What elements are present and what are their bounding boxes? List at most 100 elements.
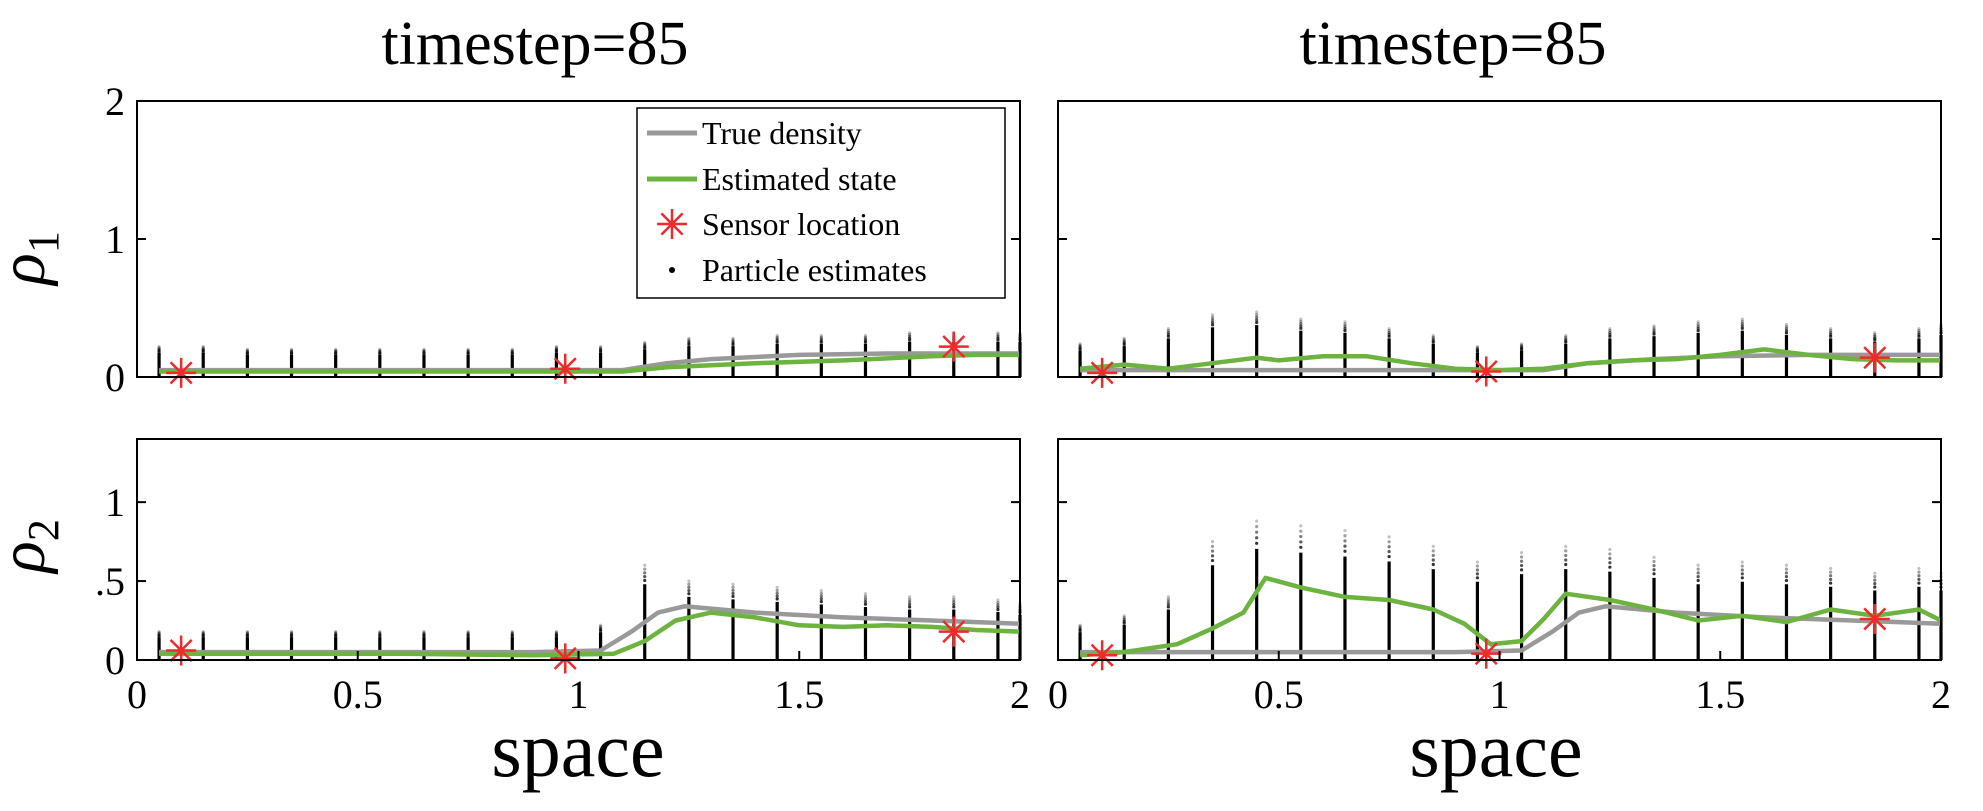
panel-bottom-right: 0 0.5 1 1.5 2 [1048,438,1951,717]
particle-column [1519,551,1524,660]
particle-column [1652,324,1656,377]
particle-column [1917,566,1921,660]
particle-column [996,331,1000,377]
sensor-location-star-icon [938,331,969,362]
legend-entry-true-density: True density [647,115,862,151]
x-tick-label: 1 [569,672,589,717]
particle-column [1210,313,1215,377]
particle-column [1210,540,1215,660]
x-tick: 1 [569,651,589,717]
particle-column [996,598,1000,660]
particle-column [1475,560,1480,660]
legend-star-glyph [657,209,687,239]
xlabel-left: space [491,706,664,793]
row-label-rho2-sub: 2 [19,519,68,541]
y-tick: 1 [105,217,1020,262]
xlabel-right: space [1409,706,1582,793]
col-title-left: timestep=85 [381,10,688,78]
particle-column [245,629,249,660]
sensor-location-star-icon [938,616,969,647]
x-tick: 2 [1931,651,1951,717]
series-estimated-state [159,352,1020,374]
particle-column [1078,623,1082,660]
x-tick-label: 0.5 [333,672,383,717]
particle-column [1608,547,1612,660]
particle-column [1078,342,1082,377]
y-tick: 0 [105,638,1020,683]
particle-column [1917,327,1921,377]
sensor-location-star-icon [1087,357,1118,388]
series-estimated-state [159,610,1021,658]
series-estimated-state [1079,347,1941,373]
x-tick: 1.5 [1695,651,1745,717]
particle-column [1784,563,1789,660]
legend-box [636,107,1006,299]
row-label-rho2: ρ2 [0,519,68,575]
x-tick: 0 [1048,651,1068,717]
x-tick-label: 1.5 [774,672,824,717]
particle-column [1652,555,1656,660]
particle-column [1564,334,1568,377]
x-tick-label: 2 [1931,672,1951,717]
y-tick-label: 2 [105,79,125,124]
panel-bottom-left: 0.510 0.5 1 1.5 2 [95,438,1030,717]
particle-column [1255,310,1259,377]
legend: True density Estimated state Sensor loca… [636,107,1006,299]
particle-column [1740,560,1744,660]
x-tick: 0.5 [1254,651,1304,717]
particle-column [1343,528,1347,660]
sensor-location-star-icon [1471,356,1502,387]
y-tick-label: 0 [105,355,125,400]
legend-swatch-particle-dot [669,267,675,273]
x-tick-label: 0.5 [1254,672,1304,717]
particle-column [1299,524,1303,660]
legend-label-particle-estimates: Particle estimates [702,252,927,288]
particle-column [1255,519,1259,660]
particle-column [643,563,647,660]
legend-label-sensor-location: Sensor location [702,206,900,242]
particle-column [1519,342,1524,377]
particle-estimates [1078,310,1943,377]
sensor-location-star-icon [166,357,197,388]
x-tick-label: 2 [1010,672,1030,717]
panel-top-right [1057,100,1943,388]
sensor-location-star-icon [550,643,581,674]
panel-top-left: 0 1 2 [105,79,1022,400]
particle-column [1564,544,1568,660]
row-label-rho2-main: ρ [0,541,59,575]
sensor-location-star-icon [1859,603,1890,634]
particle-column [378,629,382,660]
particle-estimates [1078,519,1943,660]
y-tick-label: 1 [105,217,125,262]
particle-column [1475,345,1480,377]
y-tick: .5 [95,559,1020,604]
particle-column [334,629,338,660]
legend-label-estimated-state: Estimated state [702,161,897,197]
y-tick: 2 [105,79,1020,124]
y-tick: 0 [105,355,1020,400]
legend-entry-particle-estimates: Particle estimates [669,252,927,288]
y-tick-label: .5 [95,559,125,604]
row-label-rho1-sub: 1 [19,231,68,253]
sensor-location-star-icon [166,635,197,666]
y-tick-label: 0 [105,638,125,683]
axes-frame [1057,438,1942,661]
axes-frame [1057,100,1942,378]
particle-column [1696,320,1700,377]
row-label-rho1: ρ1 [0,231,68,287]
svg-text:ρ2: ρ2 [0,519,68,575]
sensor-location-star-icon [1087,640,1118,671]
particle-column [1740,317,1744,377]
legend-entry-sensor-location: Sensor location [657,206,900,242]
row-label-rho1-main: ρ [0,253,59,287]
particle-column [157,345,161,377]
x-tick-label: 0 [127,672,147,717]
particle-column [1608,327,1612,377]
x-tick: 2 [1010,651,1030,717]
sensor-location-star-icon [550,353,581,384]
legend-label-true-density: True density [702,115,862,151]
sensor-location-star-icon [1859,342,1890,373]
particle-column [289,629,294,660]
particle-column [1431,544,1435,660]
series-true-density [159,604,1021,655]
